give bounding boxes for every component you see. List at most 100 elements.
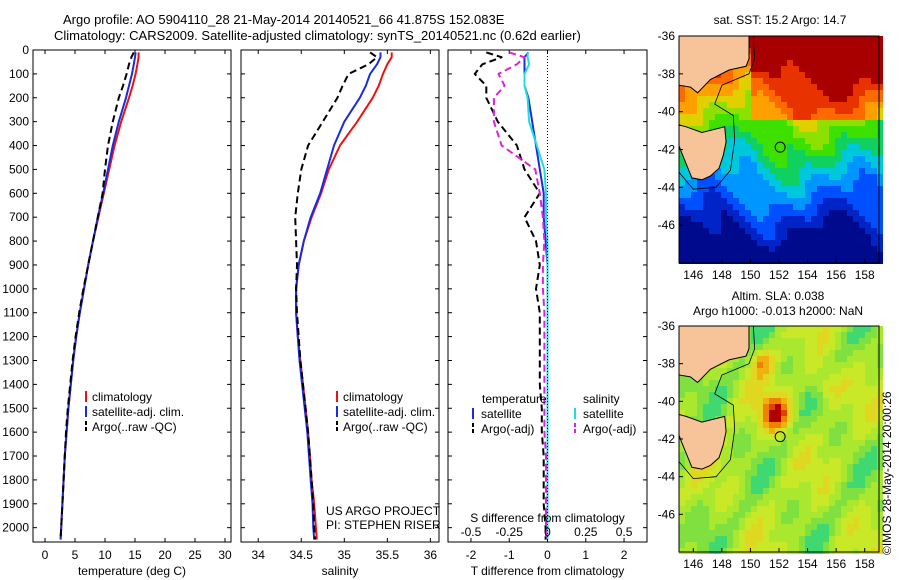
sla-cell <box>835 530 841 536</box>
sla-cell <box>805 374 811 380</box>
sla-cell <box>835 440 841 446</box>
sla-cell <box>865 488 871 494</box>
sla-cell <box>871 530 877 536</box>
sst-cell <box>823 216 829 222</box>
legend-label: satellite-adj. clim. <box>343 405 435 419</box>
sla-cell <box>841 446 847 452</box>
sla-cell <box>805 500 811 506</box>
sst-cell <box>751 186 757 192</box>
sst-cell <box>703 216 709 222</box>
sla-cell <box>871 374 877 380</box>
sst-cell <box>775 204 781 210</box>
sst-cell <box>871 90 877 96</box>
sla-cell <box>805 440 811 446</box>
sla-cell <box>823 440 829 446</box>
sst-cell <box>835 174 841 180</box>
sst-cell <box>817 138 823 144</box>
sst-cell <box>685 246 691 252</box>
sst-cell <box>877 54 883 60</box>
sst-cell <box>751 162 757 168</box>
sla-cell <box>697 392 703 398</box>
sla-cell <box>823 344 829 350</box>
sst-cell <box>835 216 841 222</box>
sst-cell <box>853 258 859 264</box>
sst-cell <box>799 162 805 168</box>
sla-cell <box>763 434 769 440</box>
lat-tick-label: -46 <box>658 507 676 521</box>
sla-cell <box>751 434 757 440</box>
sst-cell <box>709 240 715 246</box>
sla-cell <box>685 464 691 470</box>
sst-cell <box>859 192 865 198</box>
sst-cell <box>829 108 835 114</box>
sst-cell <box>769 108 775 114</box>
sla-cell <box>859 548 865 554</box>
sla-cell <box>847 428 853 434</box>
sst-cell <box>823 186 829 192</box>
sla-cell <box>805 512 811 518</box>
sst-cell <box>805 144 811 150</box>
sst-cell <box>757 132 763 138</box>
sst-cell <box>757 192 763 198</box>
sst-cell <box>835 180 841 186</box>
x-tick-label: 15 <box>128 548 142 562</box>
sst-cell <box>697 216 703 222</box>
sst-cell <box>835 66 841 72</box>
sla-cell <box>769 350 775 356</box>
sst-cell <box>823 174 829 180</box>
sla-cell <box>679 488 685 494</box>
sla-cell <box>727 422 733 428</box>
sla-cell <box>859 428 865 434</box>
sla-cell <box>727 380 733 386</box>
sst-cell <box>799 108 805 114</box>
sla-cell <box>739 440 745 446</box>
sla-cell <box>685 524 691 530</box>
series-line <box>523 52 549 540</box>
sst-cell <box>745 78 751 84</box>
sla-cell <box>805 380 811 386</box>
sst-cell <box>727 114 733 120</box>
shelf-contour <box>678 35 756 190</box>
sla-cell <box>739 386 745 392</box>
sla-cell <box>877 458 883 464</box>
sst-cell <box>727 144 733 150</box>
sst-cell <box>727 132 733 138</box>
sla-cell <box>733 368 739 374</box>
sst-cell <box>871 180 877 186</box>
sst-cell <box>835 102 841 108</box>
legend-title-salinity: salinity <box>583 392 620 406</box>
sst-cell <box>787 84 793 90</box>
sst-cell <box>751 174 757 180</box>
sla-cell <box>787 422 793 428</box>
sla-cell <box>763 374 769 380</box>
sla-cell <box>679 392 685 398</box>
sst-cell <box>853 180 859 186</box>
sla-cell <box>859 470 865 476</box>
sla-cell <box>847 470 853 476</box>
sla-cell <box>877 524 883 530</box>
sst-cell <box>805 78 811 84</box>
sla-cell <box>817 530 823 536</box>
series-line <box>473 51 547 540</box>
sst-cell <box>745 210 751 216</box>
sla-cell <box>787 344 793 350</box>
sla-cell <box>841 542 847 548</box>
sst-cell <box>877 144 883 150</box>
sla-cell <box>703 518 709 524</box>
sla-cell <box>799 338 805 344</box>
lon-tick-label: 148 <box>712 268 732 282</box>
sla-cell <box>799 344 805 350</box>
sst-cell <box>811 252 817 258</box>
sst-cell <box>811 186 817 192</box>
sst-cell <box>829 186 835 192</box>
sst-cell <box>871 156 877 162</box>
sla-cell <box>769 476 775 482</box>
sst-cell <box>733 138 739 144</box>
sst-cell <box>757 108 763 114</box>
sst-cell <box>877 114 883 120</box>
sst-cell <box>829 138 835 144</box>
sst-cell <box>781 66 787 72</box>
sla-cell <box>757 386 763 392</box>
sla-cell <box>841 404 847 410</box>
sst-cell <box>805 36 811 42</box>
